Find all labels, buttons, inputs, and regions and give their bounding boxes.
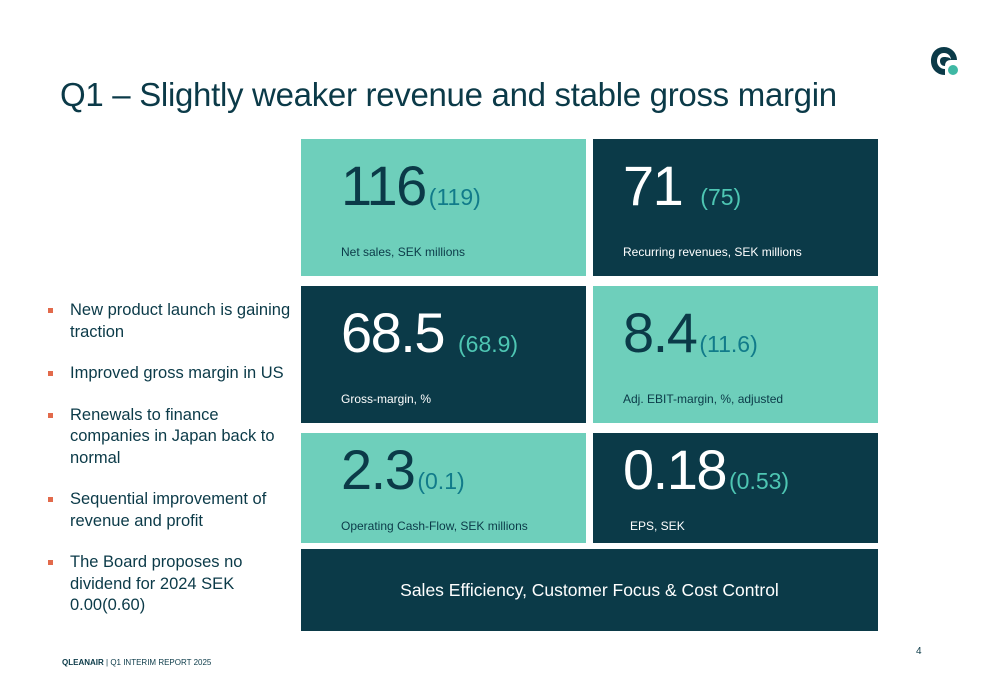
kpi-value: 71	[623, 154, 684, 217]
qleanair-logo-icon	[931, 47, 958, 75]
kpi-value-row: 71 (75)	[623, 153, 741, 218]
kpi-previous-value: (119)	[428, 184, 481, 210]
list-item: Sequential improvement of revenue and pr…	[48, 489, 298, 532]
kpi-label: Recurring revenues, SEK millions	[623, 245, 802, 259]
square-bullet-icon	[48, 371, 53, 376]
list-item: Renewals to finance companies in Japan b…	[48, 405, 298, 470]
kpi-previous-value: (68.9)	[458, 331, 519, 357]
page-title: Q1 – Slightly weaker revenue and stable …	[60, 76, 837, 113]
bullet-text: Improved gross margin in US	[70, 364, 284, 382]
bullet-text: Renewals to finance companies in Japan b…	[70, 405, 275, 467]
kpi-label: EPS, SEK	[630, 519, 685, 533]
bullet-list: New product launch is gaining traction I…	[48, 300, 298, 617]
kpi-value-row: 116 (119)	[341, 153, 481, 218]
list-item: Improved gross margin in US	[48, 363, 298, 385]
square-bullet-icon	[48, 560, 53, 565]
kpi-tile-gross-margin: 68.5 (68.9) Gross-margin, %	[301, 286, 586, 423]
kpi-value: 2.3	[341, 438, 416, 501]
kpi-label: Adj. EBIT-margin, %, adjusted	[623, 392, 784, 406]
footer-report-name: Q1 INTERIM REPORT 2025	[110, 658, 212, 667]
kpi-label: Gross-margin, %	[341, 392, 432, 406]
kpi-tile-operating-cash-flow: 2.3 (0.1) Operating Cash-Flow, SEK millio…	[301, 433, 586, 543]
kpi-label: Net sales, SEK millions	[341, 245, 466, 259]
kpi-value-row: 2.3 (0.1)	[341, 437, 465, 502]
kpi-value-row: 0.18 (0.53)	[623, 437, 789, 502]
list-item: The Board proposes no dividend for 2024 …	[48, 552, 298, 617]
bullet-text: New product launch is gaining traction	[70, 301, 291, 341]
footer-brand: QLEANAIR	[62, 658, 104, 667]
kpi-previous-value: (0.1)	[417, 468, 465, 494]
kpi-previous-value: (0.53)	[729, 468, 790, 494]
kpi-tile-adj-ebit-margin: 8.4 (11.6) Adj. EBIT-margin, %, adjusted	[593, 286, 878, 423]
kpi-tile-recurring-revenues: 71 (75) Recurring revenues, SEK millions	[593, 139, 878, 276]
kpi-value: 8.4	[623, 301, 698, 364]
kpi-value: 116	[341, 154, 427, 217]
kpi-tile-net-sales: 116 (119) Net sales, SEK millions	[301, 139, 586, 276]
bullet-text: Sequential improvement of revenue and pr…	[70, 490, 267, 530]
kpi-tile-eps: 0.18 (0.53) EPS, SEK	[593, 433, 878, 543]
square-bullet-icon	[48, 412, 53, 418]
kpi-value-row: 68.5 (68.9)	[341, 300, 518, 365]
list-item: New product launch is gaining traction	[48, 300, 298, 343]
footer: QLEANAIR | Q1 INTERIM REPORT 2025	[62, 658, 211, 667]
square-bullet-icon	[48, 308, 53, 313]
kpi-previous-value: (75)	[700, 184, 742, 210]
kpi-label: Operating Cash-Flow, SEK millions	[341, 519, 528, 533]
square-bullet-icon	[48, 497, 53, 502]
page-number: 4	[916, 646, 922, 657]
kpi-value: 0.18	[623, 438, 728, 501]
kpi-value: 68.5	[341, 301, 446, 364]
footer-separator: |	[103, 658, 111, 667]
summary-banner-text: Sales Efficiency, Customer Focus & Cost …	[400, 579, 779, 600]
kpi-value-row: 8.4 (11.6)	[623, 300, 758, 365]
bullet-text: The Board proposes no dividend for 2024 …	[70, 553, 243, 614]
summary-banner: Sales Efficiency, Customer Focus & Cost …	[301, 549, 878, 631]
kpi-previous-value: (11.6)	[699, 331, 758, 357]
